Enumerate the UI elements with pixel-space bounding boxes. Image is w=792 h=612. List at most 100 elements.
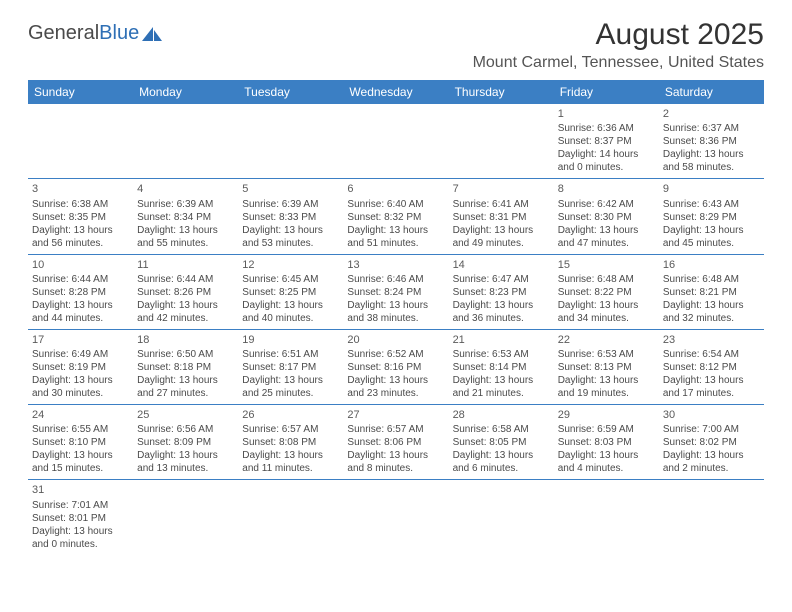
sunrise-line: Sunrise: 6:56 AM bbox=[137, 423, 234, 436]
sunrise-line: Sunrise: 6:44 AM bbox=[137, 273, 234, 286]
empty-cell bbox=[133, 104, 238, 178]
sunset-line: Sunset: 8:19 PM bbox=[32, 361, 129, 374]
day-number: 8 bbox=[558, 182, 655, 196]
logo-text-general: General bbox=[28, 22, 99, 45]
day-cell: 6Sunrise: 6:40 AMSunset: 8:32 PMDaylight… bbox=[343, 179, 448, 253]
daylight-line: Daylight: 13 hours and 25 minutes. bbox=[242, 374, 339, 400]
day-cell: 29Sunrise: 6:59 AMSunset: 8:03 PMDayligh… bbox=[554, 405, 659, 479]
daylight-line: Daylight: 13 hours and 45 minutes. bbox=[663, 224, 760, 250]
week-row: 1Sunrise: 6:36 AMSunset: 8:37 PMDaylight… bbox=[28, 104, 764, 179]
day-cell: 22Sunrise: 6:53 AMSunset: 8:13 PMDayligh… bbox=[554, 330, 659, 404]
day-cell: 25Sunrise: 6:56 AMSunset: 8:09 PMDayligh… bbox=[133, 405, 238, 479]
day-cell: 1Sunrise: 6:36 AMSunset: 8:37 PMDaylight… bbox=[554, 104, 659, 178]
day-cell: 8Sunrise: 6:42 AMSunset: 8:30 PMDaylight… bbox=[554, 179, 659, 253]
day-cell: 3Sunrise: 6:38 AMSunset: 8:35 PMDaylight… bbox=[28, 179, 133, 253]
daylight-line: Daylight: 13 hours and 27 minutes. bbox=[137, 374, 234, 400]
logo-text-blue: Blue bbox=[99, 22, 139, 45]
day-cell: 19Sunrise: 6:51 AMSunset: 8:17 PMDayligh… bbox=[238, 330, 343, 404]
empty-cell bbox=[343, 104, 448, 178]
day-number: 22 bbox=[558, 333, 655, 347]
day-number: 7 bbox=[453, 182, 550, 196]
sunset-line: Sunset: 8:26 PM bbox=[137, 286, 234, 299]
sunrise-line: Sunrise: 6:59 AM bbox=[558, 423, 655, 436]
sunrise-line: Sunrise: 6:49 AM bbox=[32, 348, 129, 361]
empty-cell bbox=[449, 104, 554, 178]
day-number: 15 bbox=[558, 258, 655, 272]
sunrise-line: Sunrise: 6:47 AM bbox=[453, 273, 550, 286]
day-number: 20 bbox=[347, 333, 444, 347]
daylight-line: Daylight: 13 hours and 8 minutes. bbox=[347, 449, 444, 475]
day-cell: 13Sunrise: 6:46 AMSunset: 8:24 PMDayligh… bbox=[343, 255, 448, 329]
day-cell: 16Sunrise: 6:48 AMSunset: 8:21 PMDayligh… bbox=[659, 255, 764, 329]
day-number: 21 bbox=[453, 333, 550, 347]
sunrise-line: Sunrise: 6:57 AM bbox=[347, 423, 444, 436]
day-number: 3 bbox=[32, 182, 129, 196]
sunset-line: Sunset: 8:13 PM bbox=[558, 361, 655, 374]
empty-cell bbox=[659, 480, 764, 554]
daylight-line: Daylight: 13 hours and 47 minutes. bbox=[558, 224, 655, 250]
daylight-line: Daylight: 13 hours and 6 minutes. bbox=[453, 449, 550, 475]
week-row: 17Sunrise: 6:49 AMSunset: 8:19 PM Dayligh… bbox=[28, 330, 764, 405]
day-number: 16 bbox=[663, 258, 760, 272]
week-row: 24Sunrise: 6:55 AMSunset: 8:10 PMDayligh… bbox=[28, 405, 764, 480]
day-cell: 18Sunrise: 6:50 AMSunset: 8:18 PMDayligh… bbox=[133, 330, 238, 404]
empty-cell bbox=[133, 480, 238, 554]
day-number: 31 bbox=[32, 483, 129, 497]
sunset-line: Sunset: 8:02 PM bbox=[663, 436, 760, 449]
empty-cell bbox=[343, 480, 448, 554]
sunset-line: Sunset: 8:33 PM bbox=[242, 211, 339, 224]
empty-cell bbox=[554, 480, 659, 554]
daylight-line: Daylight: 13 hours and 17 minutes. bbox=[663, 374, 760, 400]
day-cell: 15Sunrise: 6:48 AMSunset: 8:22 PMDayligh… bbox=[554, 255, 659, 329]
sunrise-line: Sunrise: 6:51 AM bbox=[242, 348, 339, 361]
sunrise-line: Sunrise: 6:55 AM bbox=[32, 423, 129, 436]
sunrise-line: Sunrise: 6:39 AM bbox=[137, 198, 234, 211]
day-number: 2 bbox=[663, 107, 760, 121]
daylight-line: Daylight: 13 hours and 36 minutes. bbox=[453, 299, 550, 325]
day-number: 25 bbox=[137, 408, 234, 422]
day-cell: 5Sunrise: 6:39 AMSunset: 8:33 PMDaylight… bbox=[238, 179, 343, 253]
day-number: 17 bbox=[32, 333, 129, 347]
logo-sail-icon bbox=[141, 26, 163, 42]
sunset-line: Sunset: 8:25 PM bbox=[242, 286, 339, 299]
sunrise-line: Sunrise: 6:39 AM bbox=[242, 198, 339, 211]
weekday-monday: Monday bbox=[133, 80, 238, 104]
daylight-line: Daylight: 13 hours and 0 minutes. bbox=[32, 525, 129, 551]
sunset-line: Sunset: 8:05 PM bbox=[453, 436, 550, 449]
daylight-line: Daylight: 13 hours and 38 minutes. bbox=[347, 299, 444, 325]
day-number: 27 bbox=[347, 408, 444, 422]
sunrise-line: Sunrise: 7:01 AM bbox=[32, 499, 129, 512]
day-number: 5 bbox=[242, 182, 339, 196]
sunset-line: Sunset: 8:35 PM bbox=[32, 211, 129, 224]
sunset-line: Sunset: 8:30 PM bbox=[558, 211, 655, 224]
week-row: 3Sunrise: 6:38 AMSunset: 8:35 PMDaylight… bbox=[28, 179, 764, 254]
sunset-line: Sunset: 8:22 PM bbox=[558, 286, 655, 299]
sunset-line: Sunset: 8:21 PM bbox=[663, 286, 760, 299]
day-cell: 20Sunrise: 6:52 AMSunset: 8:16 PMDayligh… bbox=[343, 330, 448, 404]
location: Mount Carmel, Tennessee, United States bbox=[473, 54, 764, 72]
day-cell: 12Sunrise: 6:45 AMSunset: 8:25 PMDayligh… bbox=[238, 255, 343, 329]
sunrise-line: Sunrise: 6:54 AM bbox=[663, 348, 760, 361]
day-number: 23 bbox=[663, 333, 760, 347]
day-number: 18 bbox=[137, 333, 234, 347]
sunrise-line: Sunrise: 6:53 AM bbox=[558, 348, 655, 361]
sunset-line: Sunset: 8:06 PM bbox=[347, 436, 444, 449]
daylight-line: Daylight: 13 hours and 44 minutes. bbox=[32, 299, 129, 325]
sunset-line: Sunset: 8:23 PM bbox=[453, 286, 550, 299]
sunrise-line: Sunrise: 6:48 AM bbox=[558, 273, 655, 286]
daylight-line: Daylight: 13 hours and 21 minutes. bbox=[453, 374, 550, 400]
sunset-line: Sunset: 8:34 PM bbox=[137, 211, 234, 224]
sunrise-line: Sunrise: 6:40 AM bbox=[347, 198, 444, 211]
daylight-line: Daylight: 13 hours and 23 minutes. bbox=[347, 374, 444, 400]
daylight-line: Daylight: 13 hours and 55 minutes. bbox=[137, 224, 234, 250]
sunset-line: Sunset: 8:10 PM bbox=[32, 436, 129, 449]
day-cell: 9Sunrise: 6:43 AMSunset: 8:29 PMDaylight… bbox=[659, 179, 764, 253]
daylight-line: Daylight: 14 hours and 0 minutes. bbox=[558, 148, 655, 174]
sunrise-line: Sunrise: 6:50 AM bbox=[137, 348, 234, 361]
weekday-tuesday: Tuesday bbox=[238, 80, 343, 104]
sunset-line: Sunset: 8:08 PM bbox=[242, 436, 339, 449]
day-number: 11 bbox=[137, 258, 234, 272]
day-cell: 28Sunrise: 6:58 AMSunset: 8:05 PMDayligh… bbox=[449, 405, 554, 479]
weekday-sunday: Sunday bbox=[28, 80, 133, 104]
day-number: 19 bbox=[242, 333, 339, 347]
